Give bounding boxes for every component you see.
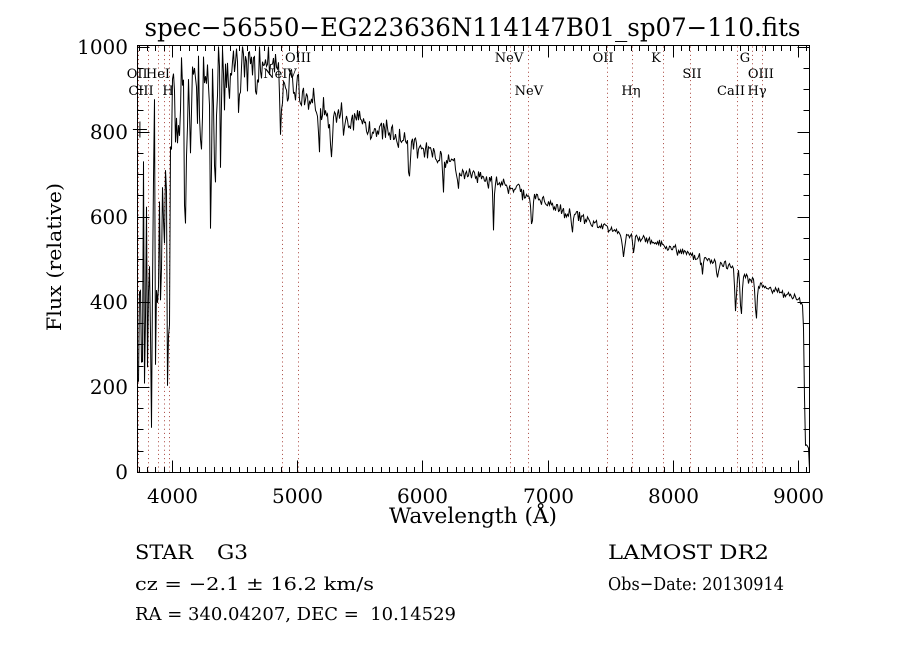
plot-title: spec−56550−EG223636N114147B01_sp07−110.f… (145, 13, 801, 42)
x-tick-label: 4000 (147, 484, 198, 508)
tick-label-group: 4000 5000 6000 7000 8000 9000 0 200 400 600 800 100… (77, 35, 824, 508)
object-subclass-label: G3 (217, 540, 248, 564)
plot-frame (137, 45, 810, 473)
x-axis-label: Wavelength (Å) (389, 503, 557, 528)
spectral-line-label: CIII (128, 84, 153, 99)
axis-tick-group (137, 45, 810, 473)
y-tick-label: 1000 (77, 35, 128, 59)
spectral-line-label: NeIV (263, 67, 297, 82)
spectral-line-label: OIII (748, 67, 774, 82)
spectral-line-label: CaII (717, 84, 745, 99)
y-tick-label: 0 (115, 460, 128, 484)
ra-dec-text: RA = 340.04207, DEC = 10.14529 (135, 604, 456, 625)
x-tick-label: 9000 (773, 484, 824, 508)
y-tick-label: 800 (90, 120, 128, 144)
x-tick-label: 7000 (523, 484, 574, 508)
spectrum-trace (138, 46, 810, 470)
y-tick-label: 400 (90, 290, 128, 314)
y-tick-label: 200 (90, 375, 128, 399)
spectral-line-label: NeV (515, 84, 544, 99)
spectral-line-label: OIII (285, 51, 311, 66)
spectral-line-label: OII (593, 51, 614, 66)
spectral-line-label: SII (682, 67, 701, 82)
spectrum-trace-group (132, 46, 810, 470)
spectral-line-label: Hγ (748, 84, 767, 99)
cz-velocity-text: cz = −2.1 ± 16.2 km/s (135, 574, 374, 595)
spectral-line-marker-group (138, 46, 763, 472)
error-bar-marker (132, 121, 147, 138)
x-tick-label: 6000 (397, 484, 448, 508)
survey-label: LAMOST DR2 (608, 540, 769, 564)
spectral-line-label: HeI (146, 67, 170, 82)
y-axis-label: Flux (relative) (42, 183, 66, 331)
spectral-line-label: NeV (495, 51, 524, 66)
spectral-line-label: Hη (621, 84, 640, 99)
obs-date-text: Obs−Date: 20130914 (608, 574, 784, 595)
spectral-line-label: H (162, 84, 173, 99)
object-class-label: STAR (135, 540, 194, 564)
spectral-line-label: K (651, 51, 661, 66)
x-tick-label: 8000 (648, 484, 699, 508)
x-tick-label: 5000 (272, 484, 323, 508)
y-tick-label: 600 (90, 205, 128, 229)
spectral-line-label: G (740, 51, 750, 66)
